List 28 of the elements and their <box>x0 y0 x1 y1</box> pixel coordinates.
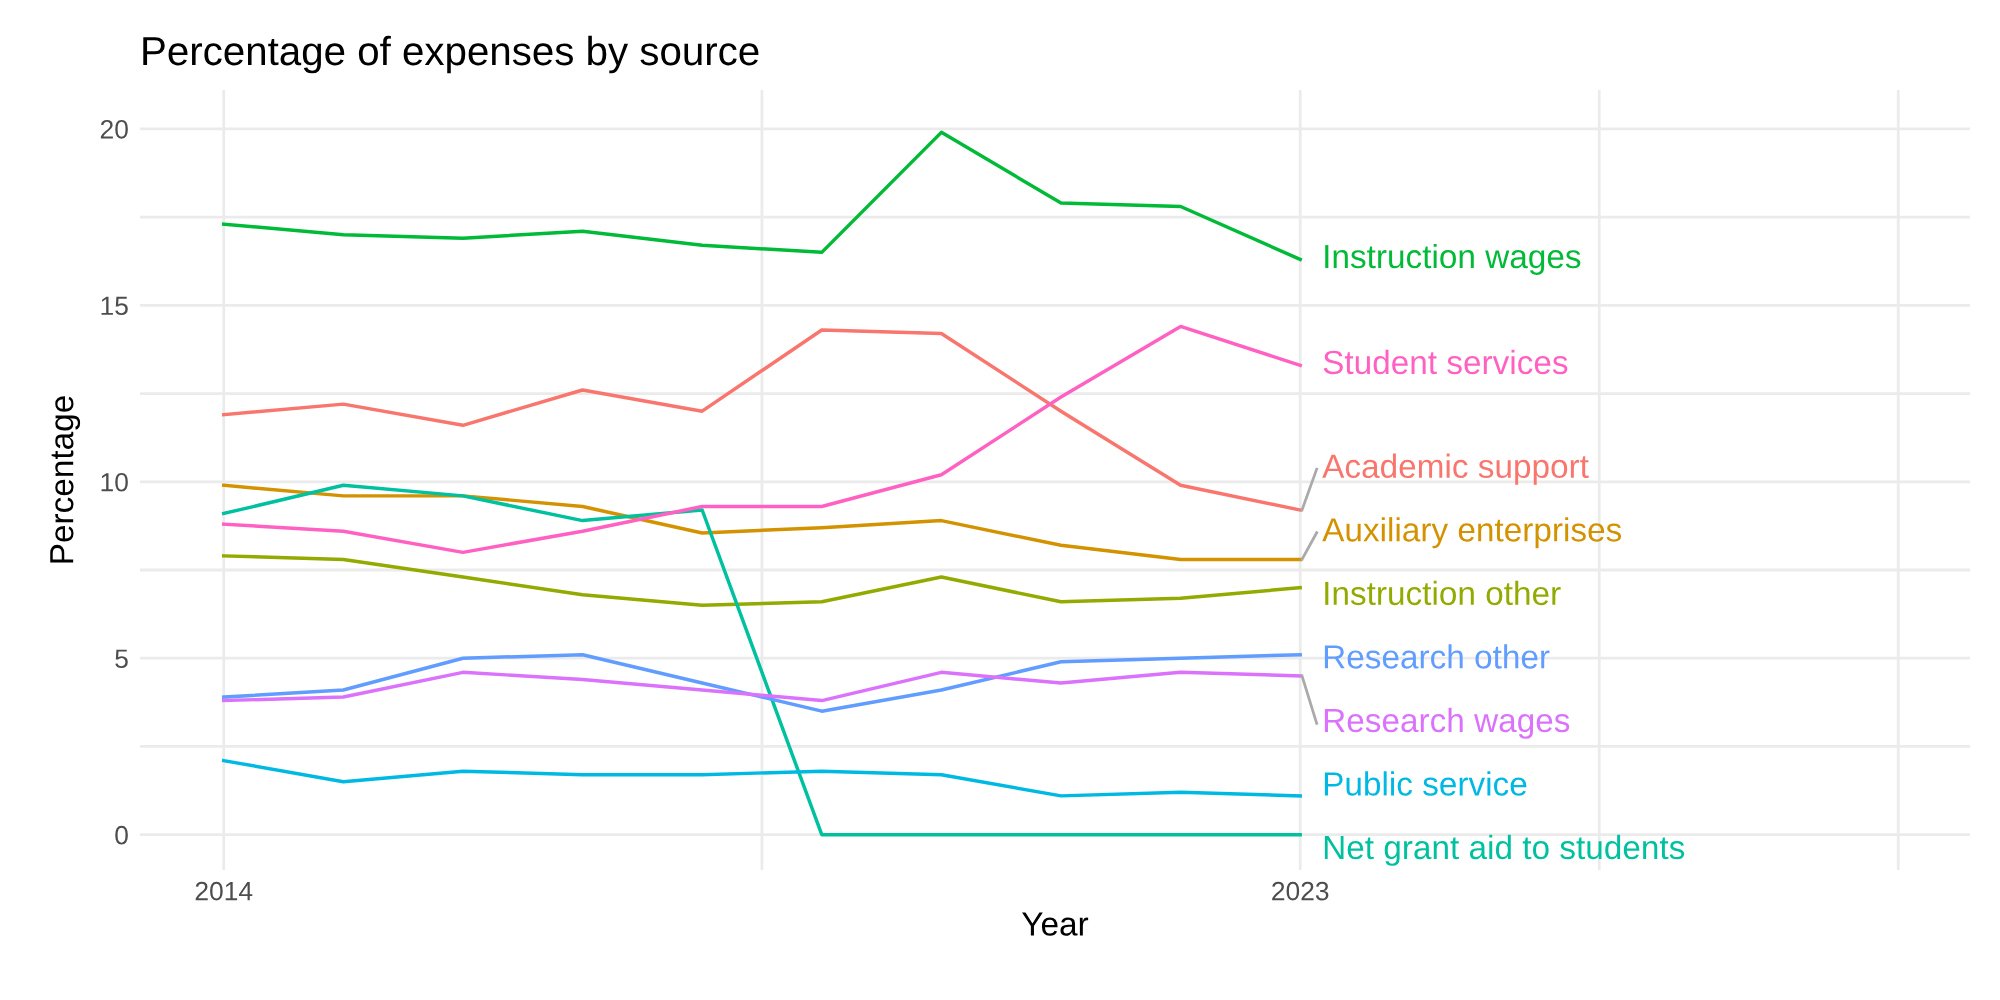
x-axis-title: Year <box>1022 912 1089 936</box>
series-label: Academic support <box>1322 453 1589 485</box>
series-label: Net grant aid to students <box>1324 834 1685 866</box>
series-label: Student services <box>1323 349 1568 375</box>
line-series <box>221 758 1302 798</box>
line-series <box>221 652 1302 713</box>
line-series <box>221 483 1302 837</box>
line-series <box>221 324 1302 555</box>
y-axis-title: Percentage <box>50 396 81 563</box>
x-tick-label: 2023 <box>1272 881 1329 901</box>
line-series <box>221 670 1302 703</box>
y-tick-label: 15 <box>101 296 128 316</box>
line-series <box>221 328 1302 512</box>
y-tick-label: 0 <box>115 825 128 845</box>
series-label: Research wages <box>1324 707 1570 739</box>
y-tick-label: 20 <box>100 119 128 139</box>
line-series <box>221 483 1302 562</box>
line-series <box>221 130 1302 262</box>
series-label: Instruction other <box>1325 580 1561 606</box>
series-label: Research other <box>1324 644 1550 669</box>
chart-title: Percentage of expenses by source <box>143 35 759 74</box>
series-label: Instruction wages <box>1325 243 1581 275</box>
y-tick-label: 5 <box>115 649 128 669</box>
y-tick-label: 10 <box>101 472 128 492</box>
series-label: Public service <box>1324 771 1527 796</box>
x-tick-label: 2014 <box>195 881 253 901</box>
series-label: Auxiliary enterprises <box>1322 517 1622 549</box>
line-series <box>221 554 1302 608</box>
